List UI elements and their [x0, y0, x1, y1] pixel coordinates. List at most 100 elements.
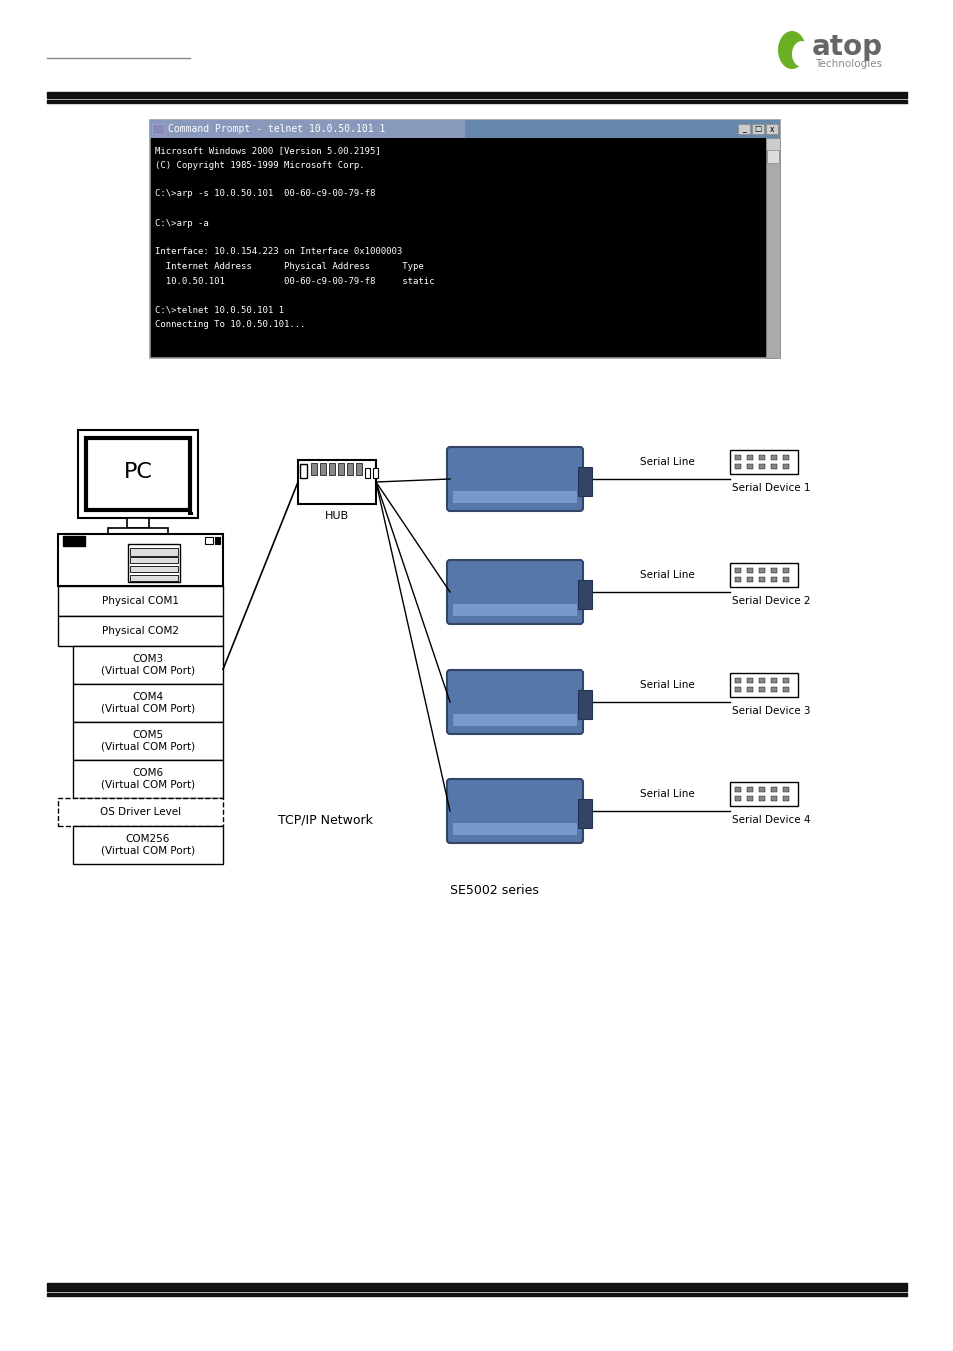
Bar: [729, 673, 797, 697]
Bar: [734, 678, 740, 684]
Bar: [738, 124, 749, 134]
Bar: [782, 688, 788, 692]
Bar: [746, 455, 752, 459]
Bar: [770, 688, 776, 692]
Text: COM256
(Virtual COM Port): COM256 (Virtual COM Port): [101, 834, 194, 855]
Bar: [759, 577, 764, 582]
Bar: [453, 604, 577, 616]
Bar: [734, 455, 740, 459]
FancyBboxPatch shape: [447, 447, 582, 511]
Bar: [337, 463, 344, 476]
Text: Serial Device 1: Serial Device 1: [731, 484, 810, 493]
Bar: [299, 463, 307, 478]
Text: Serial Line: Serial Line: [639, 457, 694, 467]
Bar: [63, 536, 85, 546]
Bar: [759, 455, 764, 459]
Bar: [770, 796, 776, 801]
Text: Microsoft Windows 2000 [Version 5.00.2195]: Microsoft Windows 2000 [Version 5.00.219…: [154, 146, 380, 155]
Text: Physical COM1: Physical COM1: [102, 596, 179, 607]
Bar: [347, 463, 353, 476]
Bar: [108, 528, 168, 534]
Bar: [734, 577, 740, 582]
Bar: [782, 788, 788, 792]
Text: COM6
(Virtual COM Port): COM6 (Virtual COM Port): [101, 769, 194, 790]
Bar: [746, 567, 752, 573]
Text: atop: atop: [811, 32, 882, 61]
Bar: [58, 534, 223, 586]
Bar: [578, 581, 592, 609]
Bar: [578, 467, 592, 496]
Text: Serial Device 2: Serial Device 2: [731, 596, 810, 607]
Bar: [746, 463, 752, 469]
Text: Serial Line: Serial Line: [639, 789, 694, 798]
Ellipse shape: [791, 41, 811, 68]
Bar: [770, 577, 776, 582]
Bar: [746, 678, 752, 684]
Bar: [734, 788, 740, 792]
Bar: [734, 567, 740, 573]
Text: Serial Line: Serial Line: [639, 570, 694, 580]
FancyBboxPatch shape: [447, 780, 582, 843]
Bar: [130, 549, 178, 557]
Bar: [329, 463, 335, 476]
Bar: [355, 463, 361, 476]
Text: (C) Copyright 1985-1999 Microsoft Corp.: (C) Copyright 1985-1999 Microsoft Corp.: [154, 161, 364, 169]
Text: Internet Address      Physical Address      Type: Internet Address Physical Address Type: [154, 262, 423, 272]
Bar: [453, 490, 577, 503]
Text: COM3
(Virtual COM Port): COM3 (Virtual COM Port): [101, 654, 194, 676]
Text: COM5
(Virtual COM Port): COM5 (Virtual COM Port): [101, 730, 194, 751]
Bar: [770, 463, 776, 469]
Text: Connecting To 10.0.50.101...: Connecting To 10.0.50.101...: [154, 320, 305, 330]
Text: TCP/IP Network: TCP/IP Network: [277, 813, 373, 827]
Ellipse shape: [778, 31, 805, 69]
Bar: [58, 586, 223, 616]
Bar: [770, 567, 776, 573]
Text: 10.0.50.101           00-60-c9-00-79-f8     static: 10.0.50.101 00-60-c9-00-79-f8 static: [154, 277, 434, 285]
Bar: [365, 467, 370, 478]
Bar: [734, 796, 740, 801]
Bar: [453, 713, 577, 725]
Bar: [373, 467, 377, 478]
Text: Command Prompt - telnet 10.0.50.101 1: Command Prompt - telnet 10.0.50.101 1: [168, 124, 385, 134]
Bar: [746, 688, 752, 692]
Bar: [73, 684, 223, 721]
Text: Physical COM2: Physical COM2: [102, 626, 179, 636]
Bar: [782, 567, 788, 573]
Text: Technologies: Technologies: [814, 59, 882, 69]
Bar: [746, 788, 752, 792]
Bar: [751, 124, 763, 134]
Bar: [578, 690, 592, 719]
Bar: [130, 557, 178, 563]
Bar: [73, 721, 223, 761]
Bar: [78, 430, 198, 517]
Text: C:\>telnet 10.0.50.101 1: C:\>telnet 10.0.50.101 1: [154, 305, 284, 315]
Text: _: _: [741, 124, 745, 134]
Bar: [130, 576, 178, 581]
Text: C:\>arp -s 10.0.50.101  00-60-c9-00-79-f8: C:\>arp -s 10.0.50.101 00-60-c9-00-79-f8: [154, 189, 375, 199]
Bar: [73, 825, 223, 865]
Bar: [782, 796, 788, 801]
Bar: [765, 138, 780, 150]
Text: x: x: [769, 124, 774, 134]
Bar: [765, 124, 778, 134]
Bar: [770, 678, 776, 684]
Bar: [765, 138, 780, 358]
Text: Serial Line: Serial Line: [639, 680, 694, 690]
Bar: [152, 124, 164, 134]
Bar: [759, 796, 764, 801]
Bar: [188, 512, 193, 515]
Bar: [311, 463, 316, 476]
Bar: [86, 438, 190, 509]
Bar: [782, 455, 788, 459]
Text: COM4
(Virtual COM Port): COM4 (Virtual COM Port): [101, 692, 194, 713]
Bar: [759, 567, 764, 573]
Bar: [128, 544, 180, 582]
Text: HUB: HUB: [325, 511, 349, 521]
Text: PC: PC: [124, 462, 152, 482]
FancyBboxPatch shape: [447, 670, 582, 734]
Bar: [734, 463, 740, 469]
Bar: [729, 450, 797, 474]
Bar: [770, 788, 776, 792]
Bar: [73, 761, 223, 798]
Bar: [770, 455, 776, 459]
